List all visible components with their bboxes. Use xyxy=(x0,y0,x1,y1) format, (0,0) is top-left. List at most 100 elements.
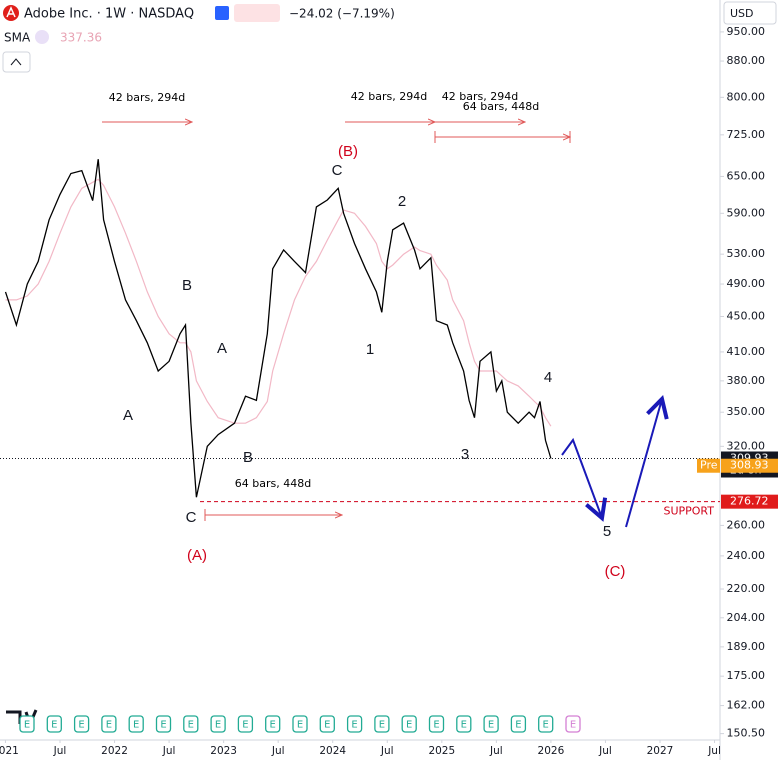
earnings-label: E xyxy=(133,720,139,731)
wave-label: A xyxy=(217,340,227,357)
earnings-label: E xyxy=(188,720,194,731)
earnings-label: E xyxy=(24,720,30,731)
range-label: 42 bars, 294d xyxy=(109,91,185,104)
change-label: −24.02 (−7.19%) xyxy=(289,7,395,21)
y-tick-label: 800.00 xyxy=(727,90,766,103)
wave-label: C xyxy=(186,509,197,526)
projection-arrow xyxy=(625,399,662,528)
x-tick-label: 2021 xyxy=(0,745,19,757)
earnings-label: E xyxy=(51,720,57,731)
wave-label: (C) xyxy=(605,563,626,580)
y-tick-label: 220.00 xyxy=(727,582,766,595)
wave-label: A xyxy=(123,407,133,424)
projection-arrow xyxy=(561,437,602,518)
range-tools xyxy=(102,122,570,521)
earnings-label: E xyxy=(515,720,521,731)
y-tick-label: 410.00 xyxy=(727,345,766,358)
earnings-badge xyxy=(346,715,363,733)
logo-mark xyxy=(6,6,16,18)
earnings-label: E xyxy=(488,720,494,731)
earnings-label: E xyxy=(215,720,221,731)
earnings-badge xyxy=(265,715,281,733)
y-tick-label: 950.00 xyxy=(727,25,766,38)
x-tick-label: Jul xyxy=(162,745,176,757)
session-icon xyxy=(234,4,280,22)
indicator-value: 337.36 xyxy=(60,31,102,45)
earnings-badge xyxy=(237,715,254,733)
y-tick-label: 204.00 xyxy=(727,611,766,624)
premarket-label-box xyxy=(697,458,720,473)
x-tick-label: 2022 xyxy=(101,745,128,757)
x-tick-label: 2026 xyxy=(538,745,565,757)
earnings-badge xyxy=(210,715,226,733)
flag-icon xyxy=(215,6,229,20)
currency-button[interactable] xyxy=(723,1,777,25)
x-tick-label: Jul xyxy=(598,745,612,757)
x-tick-label: Jul xyxy=(489,745,503,757)
y-tick-label: 162.00 xyxy=(727,699,766,712)
y-tick-label: 240.00 xyxy=(727,549,766,562)
collapse-icon xyxy=(10,58,22,66)
range-label: 42 bars, 294d xyxy=(351,90,427,103)
earnings-label: E xyxy=(106,720,112,731)
earnings-badge xyxy=(456,715,472,733)
earnings-label: E xyxy=(461,720,467,731)
y-tick-label: 175.00 xyxy=(727,669,766,682)
x-tick-label: Jul xyxy=(271,745,285,757)
x-tick-label: Jul xyxy=(380,745,394,757)
earnings-badge xyxy=(155,715,172,733)
y-tick-label: 350.00 xyxy=(727,405,766,418)
y-tick-label: 490.00 xyxy=(727,277,766,290)
earnings-badge xyxy=(538,715,554,733)
earnings-badge xyxy=(19,715,35,733)
y-tick-label: 260.00 xyxy=(727,518,766,531)
earnings-badge xyxy=(292,715,308,733)
range-label: 42 bars, 294d xyxy=(442,90,518,103)
wave-label: B xyxy=(182,277,192,294)
earnings-badge xyxy=(401,715,417,733)
earnings-label: E xyxy=(297,720,303,731)
collapse-button[interactable] xyxy=(2,51,31,73)
wave-label: (B) xyxy=(338,143,358,160)
y-tick-label: 320.00 xyxy=(727,439,766,452)
currency: USD xyxy=(730,7,754,20)
wave-label: 5 xyxy=(603,523,611,540)
earnings-badge xyxy=(428,715,445,733)
earnings-badge xyxy=(73,715,90,733)
premarket-price: 308.93 xyxy=(730,459,769,472)
y-tick-label: 650.00 xyxy=(727,169,766,182)
wave-label: 2 xyxy=(398,193,406,210)
earnings-badge xyxy=(183,715,199,733)
wave-label: 4 xyxy=(544,369,552,386)
earnings-badge xyxy=(565,715,581,733)
y-tick-label: 189.00 xyxy=(727,640,766,653)
earnings-label: E xyxy=(351,720,357,731)
earnings-label: E xyxy=(270,720,276,731)
plot xyxy=(0,159,720,503)
range-label: 64 bars, 448d xyxy=(463,100,539,113)
range-label: 64 bars, 448d xyxy=(235,477,311,490)
earnings-badge xyxy=(374,715,390,733)
earnings-badge xyxy=(128,715,144,733)
earnings-label: E xyxy=(78,720,84,731)
wave-label: 1 xyxy=(366,341,374,358)
earnings-badge xyxy=(46,715,62,733)
wave-label: C xyxy=(332,162,343,179)
earnings-label: E xyxy=(570,720,576,731)
earnings-badge xyxy=(101,715,117,733)
earnings-label: E xyxy=(433,720,439,731)
support-tag xyxy=(721,494,778,509)
y-tick-label: 380.00 xyxy=(727,374,766,387)
indicator-name: SMA xyxy=(4,31,31,45)
y-tick-label: 590.00 xyxy=(727,206,766,219)
support-price: 276.72 xyxy=(730,495,769,508)
earnings-badge xyxy=(319,715,335,733)
y-tick-label: 880.00 xyxy=(727,54,766,67)
earnings-label: E xyxy=(406,720,412,731)
x-tick-label: 2023 xyxy=(210,745,237,757)
premarket-tag xyxy=(721,458,778,473)
support-label: SUPPORT xyxy=(663,505,714,518)
price-line xyxy=(4,159,552,498)
earnings-label: E xyxy=(379,720,385,731)
